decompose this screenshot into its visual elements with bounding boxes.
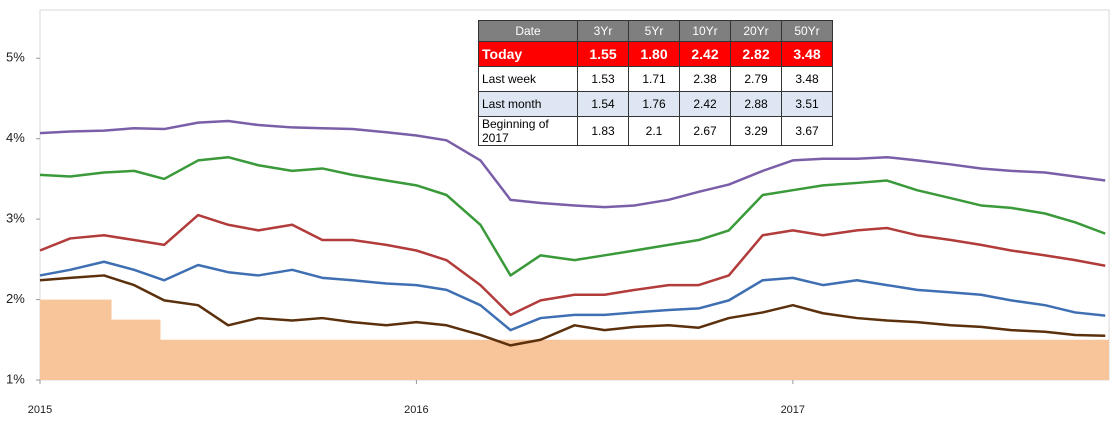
table-cell: 3.29 [730,116,782,146]
table-row: Today 1.55 1.80 2.42 2.82 3.48 [478,41,833,67]
table-cell: 2.42 [679,41,731,67]
y-tick-label: 3% [6,211,25,226]
table-cell: 1.53 [577,66,629,92]
table-row: Beginning of 2017 1.83 2.1 2.67 3.29 3.67 [478,116,833,146]
table-cell: 50Yr [781,20,833,42]
table-cell: 3Yr [577,20,629,42]
table-cell: 2.38 [679,66,731,92]
table-cell: 2.82 [730,41,782,67]
series-line [39,260,1106,332]
series-line [39,155,1106,277]
table-cell: 1.80 [628,41,680,67]
table-cell: 1.76 [628,91,680,117]
y-tick-label: 5% [6,50,25,65]
table-cell: Date [478,20,578,42]
series-line [39,119,1106,209]
table-row: Last month 1.54 1.76 2.42 2.88 3.51 [478,91,833,117]
table-cell: 3.51 [781,91,833,117]
x-tick-label: 2016 [404,404,428,416]
table-row: Date 3Yr 5Yr 10Yr 20Yr 50Yr [478,20,833,42]
table-cell: 1.83 [577,116,629,146]
table-cell: 3.48 [781,66,833,92]
table-cell: 3.48 [781,41,833,67]
table-cell: 1.71 [628,66,680,92]
table-cell: Last week [478,66,578,92]
table-cell: 20Yr [730,20,782,42]
table-cell: 2.42 [679,91,731,117]
table-cell: Last month [478,91,578,117]
table-cell: 2.79 [730,66,782,92]
area [40,299,1109,380]
series-line [39,213,1106,317]
y-tick-label: 4% [6,130,25,145]
rate-table: Date 3Yr 5Yr 10Yr 20Yr 50Yr Today 1.55 1.80 2.42 2… [478,20,833,146]
table-cell: 2.1 [628,116,680,146]
table-cell: 1.55 [577,41,629,67]
table-cell: 3.67 [781,116,833,146]
table-cell: 1.54 [577,91,629,117]
table-cell: Beginning of 2017 [478,116,578,146]
table-cell: 2.88 [730,91,782,117]
table-cell: 2.67 [679,116,731,146]
table-cell: 10Yr [679,20,731,42]
series-line [39,274,1106,347]
y-tick-label: 1% [6,371,25,386]
y-tick-label: 2% [6,291,25,306]
table-row: Last week 1.53 1.71 2.38 2.79 3.48 [478,66,833,92]
x-tick-label: 2017 [781,404,805,416]
table-cell: 5Yr [628,20,680,42]
x-tick-label: 2015 [28,404,52,416]
table-cell: Today [478,41,578,67]
